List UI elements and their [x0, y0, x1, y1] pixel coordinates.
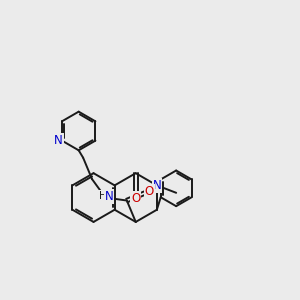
Text: N: N [152, 179, 161, 192]
Text: N: N [54, 134, 63, 147]
Text: O: O [131, 192, 140, 205]
Text: O: O [145, 185, 154, 198]
Text: N: N [105, 190, 113, 202]
Text: H: H [99, 191, 106, 201]
